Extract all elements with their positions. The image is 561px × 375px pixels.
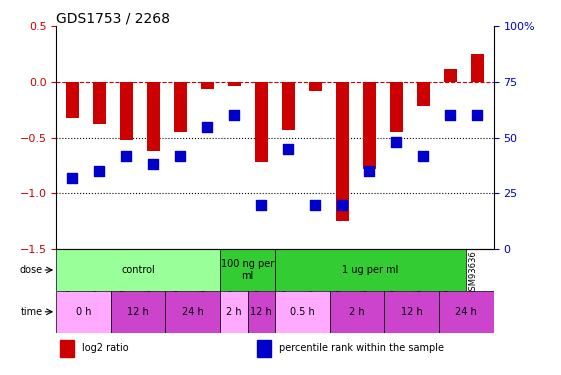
- Bar: [247, 291, 275, 333]
- Bar: [439, 291, 494, 333]
- Text: control: control: [121, 265, 155, 275]
- Point: [149, 161, 158, 167]
- Text: dose: dose: [19, 265, 43, 275]
- Bar: [255, 82, 268, 162]
- Text: GDS1753 / 2268: GDS1753 / 2268: [56, 11, 170, 25]
- Point: [446, 112, 455, 118]
- Text: 100 ng per
ml: 100 ng per ml: [221, 259, 274, 281]
- Text: 24 h: 24 h: [182, 307, 204, 317]
- Text: 1 ug per ml: 1 ug per ml: [342, 265, 399, 275]
- Bar: [220, 249, 275, 291]
- Bar: [93, 82, 106, 124]
- Bar: [309, 82, 322, 91]
- Bar: [111, 291, 165, 333]
- Text: 2 h: 2 h: [226, 307, 242, 317]
- Text: 0.5 h: 0.5 h: [290, 307, 315, 317]
- Point: [203, 123, 212, 129]
- Bar: [275, 291, 329, 333]
- Text: 0 h: 0 h: [76, 307, 91, 317]
- Bar: [56, 291, 111, 333]
- Text: time: time: [20, 307, 43, 317]
- Point: [419, 153, 428, 159]
- Bar: [201, 82, 214, 88]
- Point: [392, 139, 401, 145]
- Point: [68, 175, 77, 181]
- Bar: [471, 54, 484, 82]
- Point: [311, 201, 320, 207]
- Bar: [146, 82, 160, 151]
- Bar: [257, 340, 270, 357]
- Text: log2 ratio: log2 ratio: [82, 344, 129, 353]
- Text: percentile rank within the sample: percentile rank within the sample: [279, 344, 444, 353]
- Bar: [417, 82, 430, 106]
- Text: 12 h: 12 h: [401, 307, 422, 317]
- Bar: [228, 82, 241, 86]
- Bar: [335, 82, 349, 221]
- Point: [338, 201, 347, 207]
- Point: [473, 112, 482, 118]
- Bar: [330, 291, 384, 333]
- Text: 2 h: 2 h: [349, 307, 365, 317]
- Point: [284, 146, 293, 152]
- Point: [230, 112, 239, 118]
- Bar: [275, 249, 466, 291]
- Bar: [165, 291, 220, 333]
- Point: [365, 168, 374, 174]
- Bar: [61, 340, 73, 357]
- Point: [176, 153, 185, 159]
- Bar: [282, 82, 295, 130]
- Bar: [173, 82, 187, 132]
- Bar: [220, 291, 247, 333]
- Text: 12 h: 12 h: [127, 307, 149, 317]
- Text: 12 h: 12 h: [250, 307, 272, 317]
- Point: [122, 153, 131, 159]
- Bar: [362, 82, 376, 169]
- Point: [257, 201, 266, 207]
- Bar: [119, 82, 133, 140]
- Bar: [444, 69, 457, 82]
- Point: [95, 168, 104, 174]
- Text: 24 h: 24 h: [456, 307, 477, 317]
- Bar: [56, 249, 220, 291]
- Bar: [384, 291, 439, 333]
- Bar: [390, 82, 403, 132]
- Bar: [66, 82, 79, 118]
